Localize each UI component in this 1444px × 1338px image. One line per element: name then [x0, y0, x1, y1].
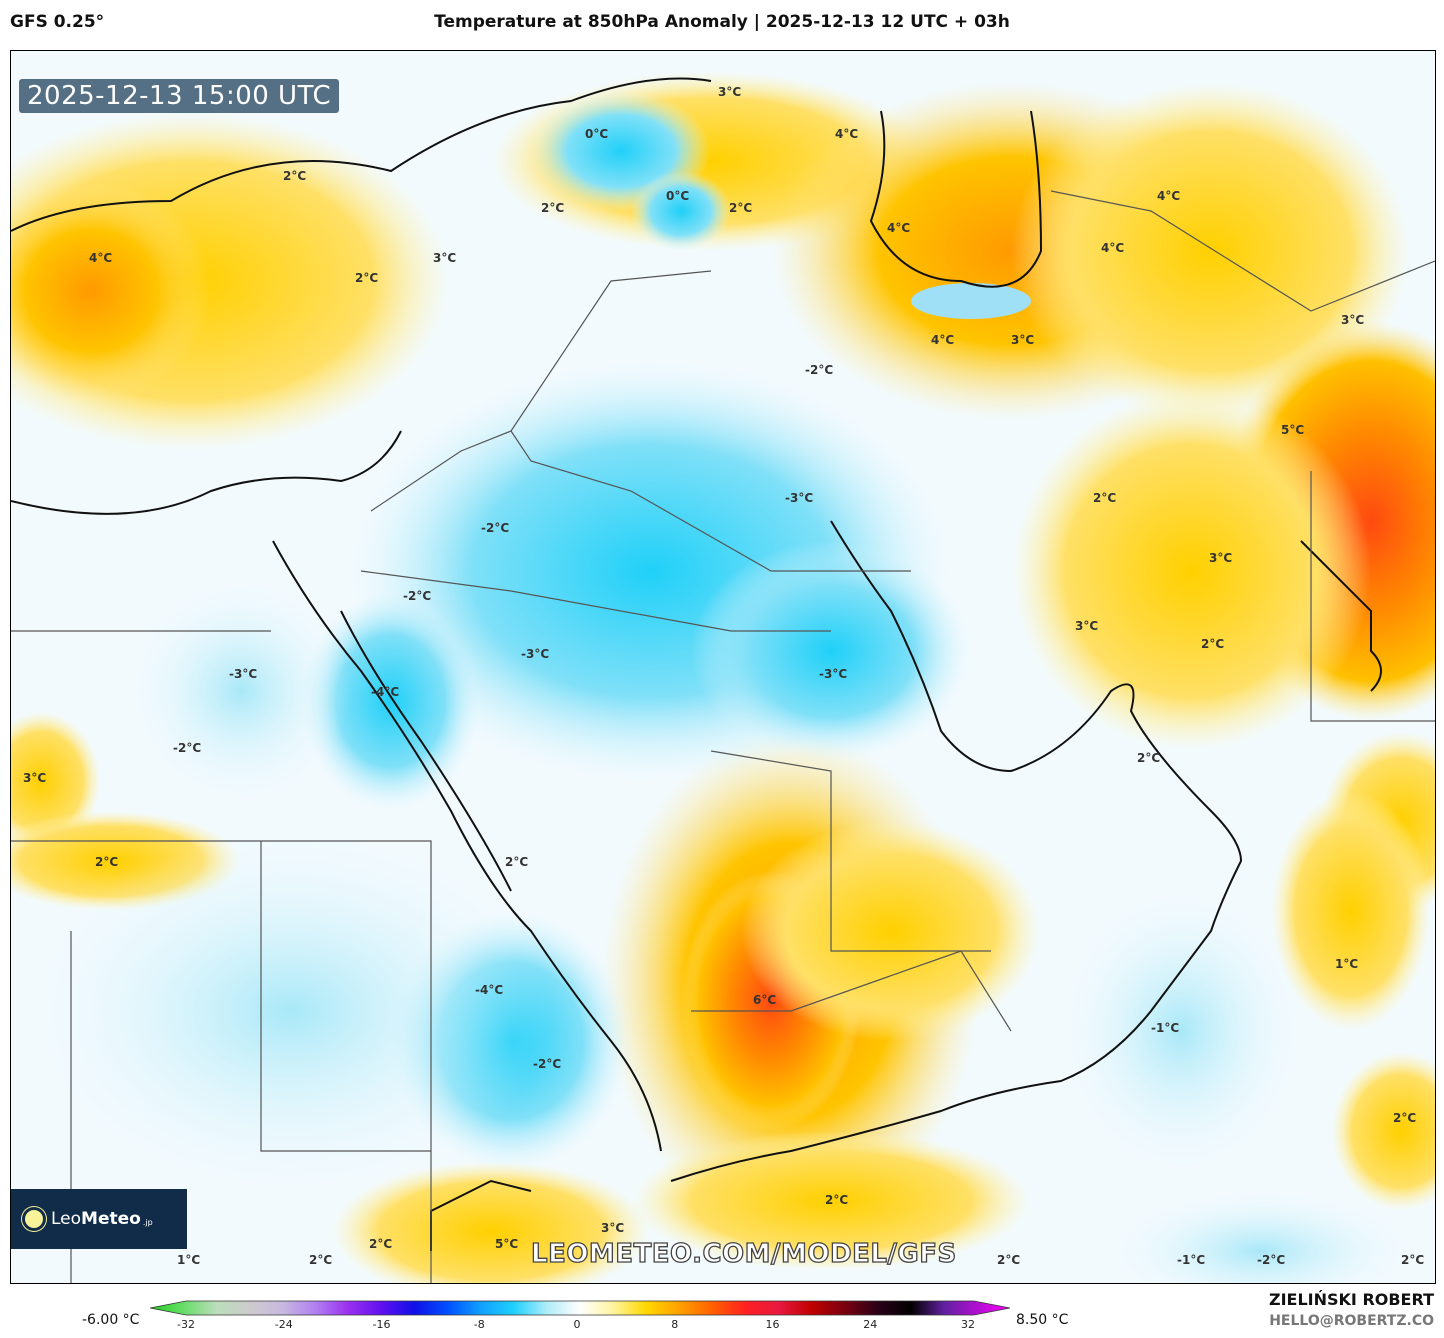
logo-text: LeoMeteo: [51, 1209, 141, 1229]
contour-label: 3°C: [1075, 619, 1099, 633]
colorbar-ticks: -32 -24 -16 -8 0 8 16 24 32: [0, 1318, 1444, 1338]
contour-label: 2°C: [997, 1253, 1021, 1267]
contour-label: -3°C: [521, 647, 550, 661]
contour-label: -1°C: [1177, 1253, 1206, 1267]
logo-suffix: .jp: [142, 1217, 153, 1227]
contour-label: -2°C: [481, 521, 510, 535]
contour-label: 3°C: [1209, 551, 1233, 565]
contour-label: 5°C: [1281, 423, 1305, 437]
contour-label: 1°C: [177, 1253, 201, 1267]
contour-label: 2°C: [309, 1253, 333, 1267]
contour-label: 4°C: [1101, 241, 1125, 255]
contour-label: 0°C: [585, 127, 609, 141]
contour-label: 2°C: [355, 271, 379, 285]
contour-label: 3°C: [718, 85, 742, 99]
sun-icon: [25, 1210, 43, 1228]
contour-label: 4°C: [931, 333, 955, 347]
contour-label: 6°C: [753, 993, 777, 1007]
author-email[interactable]: HELLO@ROBERTZ.CO: [1269, 1313, 1434, 1329]
author-name: ZIELIŃSKI ROBERT: [1268, 1290, 1434, 1309]
contour-label: 4°C: [89, 251, 113, 265]
contour-label: -3°C: [785, 491, 814, 505]
contour-label: 2°C: [825, 1193, 849, 1207]
contour-label: -3°C: [819, 667, 848, 681]
colorbar-tick: -8: [473, 1318, 485, 1331]
colorbar-max-label: 8.50 °C: [1016, 1312, 1069, 1328]
contour-label: 3°C: [23, 771, 47, 785]
contour-label: 4°C: [887, 221, 911, 235]
contour-label: 4°C: [1157, 189, 1181, 203]
contour-label: 2°C: [729, 201, 753, 215]
colorbar-tick: 0: [573, 1318, 581, 1331]
contour-label: 2°C: [1201, 637, 1225, 651]
colorbar-tick: 16: [765, 1318, 780, 1331]
contour-label: -4°C: [371, 685, 400, 699]
contour-label: -3°C: [229, 667, 258, 681]
chart-title: Temperature at 850hPa Anomaly | 2025-12-…: [434, 12, 1010, 32]
colorbar-tick: -24: [274, 1318, 293, 1331]
contour-label: -1°C: [1151, 1021, 1180, 1035]
colorbar-tick: -32: [177, 1318, 195, 1331]
contour-label: -2°C: [1257, 1253, 1286, 1267]
valid-time-badge: 2025-12-13 15:00 UTC: [19, 79, 340, 113]
contour-label: 2°C: [505, 855, 529, 869]
contour-label: 2°C: [1093, 491, 1117, 505]
contour-label: 5°C: [495, 1237, 519, 1251]
contour-label: 3°C: [1341, 313, 1365, 327]
contour-label: 0°C: [666, 189, 690, 203]
contour-label: 2°C: [1393, 1111, 1417, 1125]
colorbar-tick: 8: [671, 1318, 679, 1331]
contour-label: -2°C: [533, 1057, 562, 1071]
contour-label: 2°C: [541, 201, 565, 215]
contour-label: 2°C: [1401, 1253, 1425, 1267]
contour-label: 2°C: [369, 1237, 393, 1251]
contour-label: 2°C: [95, 855, 119, 869]
contour-label: 3°C: [433, 251, 457, 265]
watermark-url: LEOMETEO.COM/MODEL/GFS: [530, 1238, 957, 1269]
leometeo-logo[interactable]: LeoMeteo .jp: [11, 1189, 187, 1249]
contour-label: 3°C: [601, 1221, 625, 1235]
contour-label: 1°C: [1335, 957, 1359, 971]
colorbar: [150, 1300, 1010, 1316]
contour-label: -2°C: [805, 363, 834, 377]
contour-label: 2°C: [1137, 751, 1161, 765]
contour-label: 2°C: [283, 169, 307, 183]
anomaly-map: 2025-12-13 15:00 UTC 0°C 3°C 4°C 0°C 2°C 2°C 2…: [10, 50, 1436, 1284]
colorbar-tick: 24: [863, 1318, 878, 1331]
contour-label: -4°C: [475, 983, 504, 997]
contour-label: -2°C: [403, 589, 432, 603]
contour-label: 3°C: [1011, 333, 1035, 347]
contour-label: 4°C: [835, 127, 859, 141]
colorbar-tick: -16: [372, 1318, 391, 1331]
model-label: GFS 0.25°: [10, 12, 105, 32]
colorbar-tick: 32: [961, 1318, 975, 1331]
map-shading: [11, 51, 1435, 1283]
colorbar-min-label: -6.00 °C: [82, 1312, 140, 1328]
contour-label: -2°C: [173, 741, 202, 755]
